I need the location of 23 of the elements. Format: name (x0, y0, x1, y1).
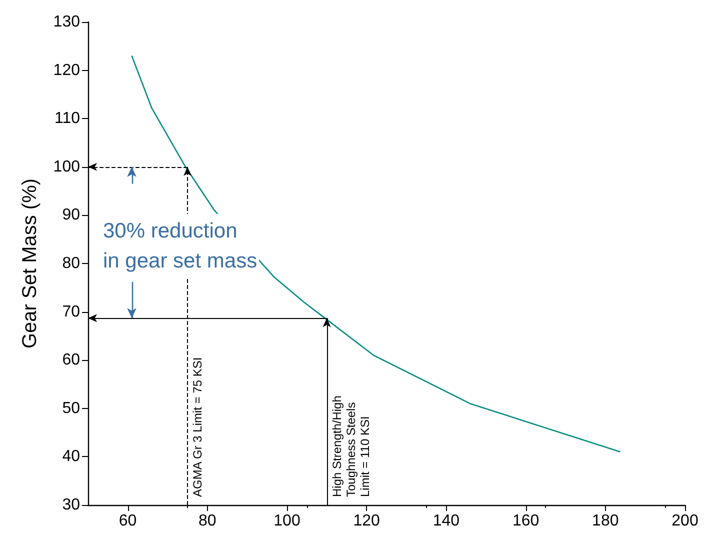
x-tick-label: 180 (592, 512, 619, 530)
x-tick-label: 60 (118, 512, 137, 530)
y-tick-label: 50 (62, 400, 80, 417)
y-tick-label: 120 (53, 62, 80, 79)
y-tick-label: 130 (53, 14, 80, 30)
annotation: High Strength/High Toughness Steels Limit = 110 KSI (330, 396, 372, 497)
y-tick-label: 30 (62, 496, 80, 514)
x-tick-label: 160 (512, 512, 540, 530)
y-tick-label: 40 (62, 448, 80, 466)
y-tick-label: 100 (53, 158, 80, 176)
y-tick-label: 60 (62, 352, 80, 369)
y-axis-title: Gear Set Mass (%) (19, 178, 41, 349)
y-tick-label: 70 (62, 303, 80, 320)
x-tick-label: 140 (432, 512, 460, 530)
annotation: 30% reduction in gear set mass (103, 219, 258, 272)
x-tick-label: 120 (353, 512, 380, 530)
x-tick-label: 100 (274, 512, 300, 530)
y-tick-label: 90 (62, 206, 80, 224)
annotation: AGMA Gr 3 Limit = 75 KSI (190, 357, 204, 497)
x-tick-label: 200 (672, 512, 698, 530)
y-tick-label: 80 (62, 255, 80, 272)
x-tick-label: 80 (198, 512, 216, 530)
y-tick-label: 110 (54, 110, 80, 128)
